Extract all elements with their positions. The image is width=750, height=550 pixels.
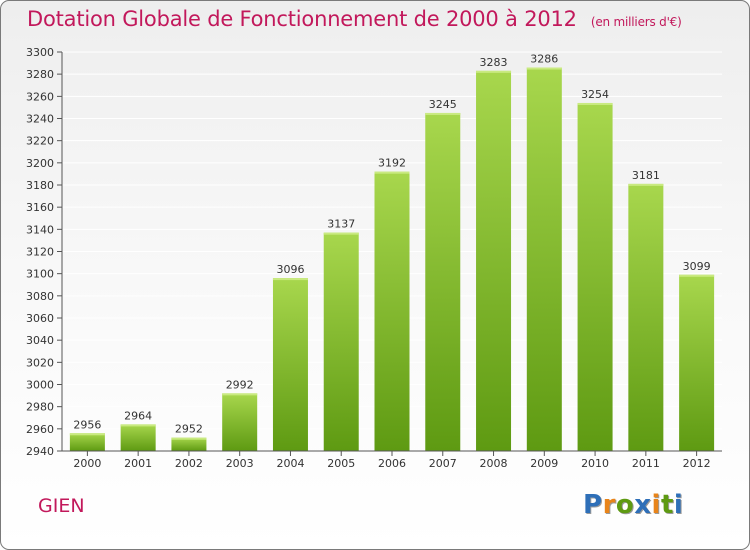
bar xyxy=(526,67,562,452)
bar xyxy=(374,171,410,451)
data-labels: 2956 2964 2952 2992 3096 3137 3192 3245 3283 3286… xyxy=(73,53,710,436)
bar-highlight xyxy=(222,393,258,396)
data-label: 3245 xyxy=(429,98,457,111)
bar-highlight xyxy=(628,183,664,186)
bar xyxy=(272,278,308,451)
bar-highlight xyxy=(679,274,715,277)
y-tick-label: 3000 xyxy=(26,379,54,392)
data-label: 2952 xyxy=(175,423,203,436)
x-tick-label: 2003 xyxy=(226,457,254,470)
y-tick-label: 2980 xyxy=(26,401,54,414)
y-tick-label: 3020 xyxy=(26,356,54,369)
bar-highlight xyxy=(171,437,207,440)
x-tick-label: 2005 xyxy=(327,457,355,470)
x-tick-label: 2009 xyxy=(530,457,558,470)
axes: 2940 2960 2980 3000 3020 3040 3060 3080 3100 3120… xyxy=(26,46,722,470)
x-tick-label: 2006 xyxy=(378,457,406,470)
chart-title: Dotation Globale de Fonctionnement de 20… xyxy=(27,7,682,31)
x-tick-label: 2000 xyxy=(73,457,101,470)
bar xyxy=(628,183,664,451)
y-tick-label: 3140 xyxy=(26,223,54,236)
x-tick-label: 2008 xyxy=(480,457,508,470)
bar-highlight xyxy=(577,102,613,105)
y-tick-label: 2940 xyxy=(26,445,54,458)
chart-title-text: Dotation Globale de Fonctionnement de 20… xyxy=(27,7,577,31)
y-tick-label: 3280 xyxy=(26,68,54,81)
x-tick-label: 2010 xyxy=(581,457,609,470)
bar-highlight xyxy=(69,433,105,436)
data-label: 3137 xyxy=(327,218,355,231)
bar xyxy=(577,102,613,451)
bar-highlight xyxy=(120,424,156,427)
data-label: 3286 xyxy=(530,53,558,66)
data-label: 3254 xyxy=(581,88,609,101)
bar xyxy=(171,437,207,451)
data-label: 3096 xyxy=(276,263,304,276)
x-tick-label: 2007 xyxy=(429,457,457,470)
y-tick-label: 3060 xyxy=(26,312,54,325)
bar xyxy=(476,70,512,451)
logo-letter: t xyxy=(660,490,674,520)
data-label: 3283 xyxy=(480,56,508,69)
bar-highlight xyxy=(323,232,359,235)
bar-highlight xyxy=(476,70,512,73)
bar xyxy=(69,433,105,451)
y-tick-label: 3040 xyxy=(26,334,54,347)
bar xyxy=(323,232,359,451)
data-label: 2956 xyxy=(73,418,101,431)
data-label: 3181 xyxy=(632,169,660,182)
y-tick-label: 3240 xyxy=(26,113,54,126)
logo-letter: r xyxy=(602,490,616,520)
logo-letter: x xyxy=(634,490,652,520)
data-label: 3099 xyxy=(683,260,711,273)
y-tick-label: 3160 xyxy=(26,201,54,214)
y-tick-label: 3220 xyxy=(26,135,54,148)
y-tick-label: 3100 xyxy=(26,268,54,281)
x-tick-label: 2002 xyxy=(175,457,203,470)
bar-highlight xyxy=(272,278,308,281)
y-tick-label: 3200 xyxy=(26,157,54,170)
y-tick-label: 3260 xyxy=(26,90,54,103)
data-label: 2964 xyxy=(124,409,152,422)
y-tick-label: 3120 xyxy=(26,246,54,259)
logo-letter: i xyxy=(673,490,684,520)
bar xyxy=(425,112,461,451)
y-tick-label: 3080 xyxy=(26,290,54,303)
bar-highlight xyxy=(526,67,562,70)
chart-subtitle: (en milliers d'€) xyxy=(590,15,682,29)
proxiti-logo: Proxiti xyxy=(583,490,683,520)
logo-letter: i xyxy=(651,490,661,520)
y-tick-label: 2960 xyxy=(26,423,54,436)
data-label: 2992 xyxy=(226,378,254,391)
logo-letter: o xyxy=(615,490,635,520)
x-tick-label: 2001 xyxy=(124,457,152,470)
bars xyxy=(69,67,715,452)
bar xyxy=(120,424,156,451)
logo-letter: P xyxy=(583,490,603,520)
bar xyxy=(679,274,715,451)
x-tick-label: 2012 xyxy=(683,457,711,470)
y-tick-label: 3300 xyxy=(26,46,54,59)
bar-highlight xyxy=(374,171,410,174)
x-tick-label: 2004 xyxy=(276,457,304,470)
y-tick-label: 3180 xyxy=(26,179,54,192)
data-label: 3192 xyxy=(378,157,406,170)
bar-highlight xyxy=(425,112,461,115)
x-tick-label: 2011 xyxy=(632,457,660,470)
bar xyxy=(222,393,258,451)
commune-name: GIEN xyxy=(38,495,85,517)
